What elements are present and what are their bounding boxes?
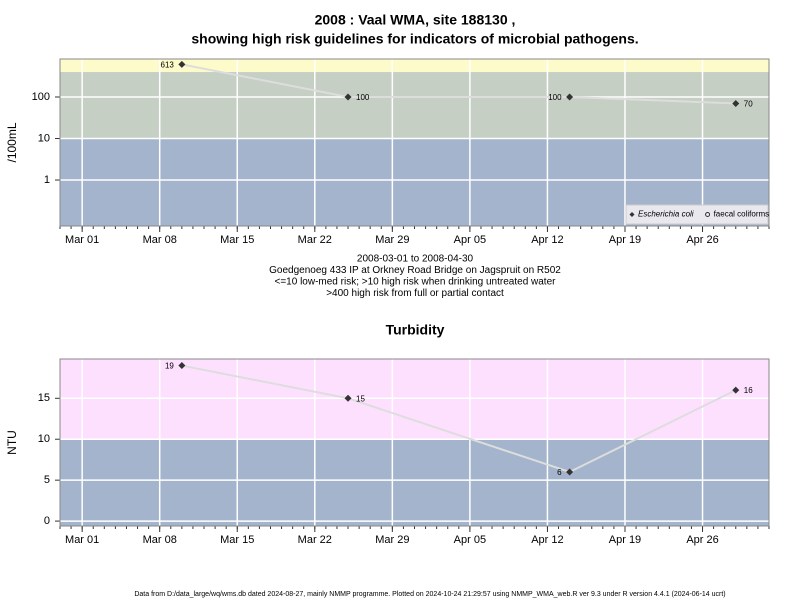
y-tick-label: 1	[44, 174, 50, 186]
risk-band	[60, 359, 769, 440]
x-tick-label: Apr 12	[531, 534, 563, 546]
y-tick-label: 0	[44, 515, 50, 527]
x-tick-label: Mar 22	[298, 534, 332, 546]
y-tick-label: 100	[32, 91, 50, 103]
data-label: 15	[356, 394, 365, 403]
series-line	[181, 63, 736, 105]
chart-title: Turbidity	[386, 322, 445, 338]
legend-box	[625, 204, 769, 225]
data-point	[178, 362, 186, 370]
x-tick-label: Apr 05	[454, 534, 486, 546]
data-point	[732, 99, 740, 107]
x-tick-label: Apr 05	[454, 234, 486, 246]
data-label: 19	[165, 362, 174, 371]
data-point	[566, 93, 574, 101]
data-label: 100	[356, 93, 370, 102]
x-tick-label: Apr 19	[609, 234, 641, 246]
x-tick-label: Mar 29	[375, 234, 409, 246]
y-tick-label: 10	[38, 132, 50, 144]
x-tick-label: Apr 26	[686, 234, 718, 246]
y-tick-label: 5	[44, 474, 50, 486]
caption-line: Goedgenoeg 433 IP at Orkney Road Bridge …	[269, 265, 561, 276]
data-point	[566, 468, 574, 476]
caption-line: >400 high risk from full or partial cont…	[326, 288, 504, 299]
data-label: 16	[744, 386, 753, 395]
data-point	[178, 60, 186, 68]
plot-frame	[59, 58, 770, 227]
data-label: 6	[557, 468, 562, 477]
x-tick-label: Mar 01	[65, 234, 99, 246]
data-point	[732, 386, 740, 394]
data-label: 100	[548, 93, 562, 102]
footer: Data from D:/data_large/wq/wms.db dated …	[134, 591, 725, 598]
data-label: 613	[161, 60, 175, 69]
x-tick-label: Apr 26	[686, 534, 718, 546]
chart-title: 2008 : Vaal WMA, site 188130 ,	[315, 12, 516, 28]
x-tick-label: Mar 08	[143, 234, 177, 246]
caption-line: <=10 low-med risk; >10 high risk when dr…	[275, 277, 557, 288]
x-tick-label: Mar 15	[220, 234, 254, 246]
data-point	[344, 394, 352, 402]
x-tick-label: Mar 01	[65, 534, 99, 546]
y-tick-label: 15	[38, 392, 50, 404]
y-axis-label: NTU	[5, 430, 19, 455]
legend-marker	[629, 212, 635, 217]
series-line	[181, 364, 737, 474]
risk-band	[60, 72, 769, 139]
x-tick-label: Mar 15	[220, 534, 254, 546]
legend-label: faecal coliforms	[714, 210, 770, 219]
x-tick-label: Mar 08	[143, 534, 177, 546]
y-axis-label: /100mL	[5, 122, 19, 162]
legend-label: Escherichia coli	[638, 210, 694, 219]
legend-marker	[705, 212, 711, 217]
plot-frame	[59, 358, 770, 527]
x-tick-label: Apr 19	[609, 534, 641, 546]
x-tick-label: Mar 22	[298, 234, 332, 246]
x-tick-label: Mar 29	[375, 534, 409, 546]
caption-line: 2008-03-01 to 2008-04-30	[357, 254, 474, 265]
risk-band	[60, 439, 769, 526]
y-tick-label: 10	[38, 433, 50, 445]
chart-title: showing high risk guidelines for indicat…	[191, 31, 638, 47]
data-point	[344, 93, 352, 101]
data-label: 70	[744, 100, 753, 109]
x-tick-label: Apr 12	[531, 234, 563, 246]
